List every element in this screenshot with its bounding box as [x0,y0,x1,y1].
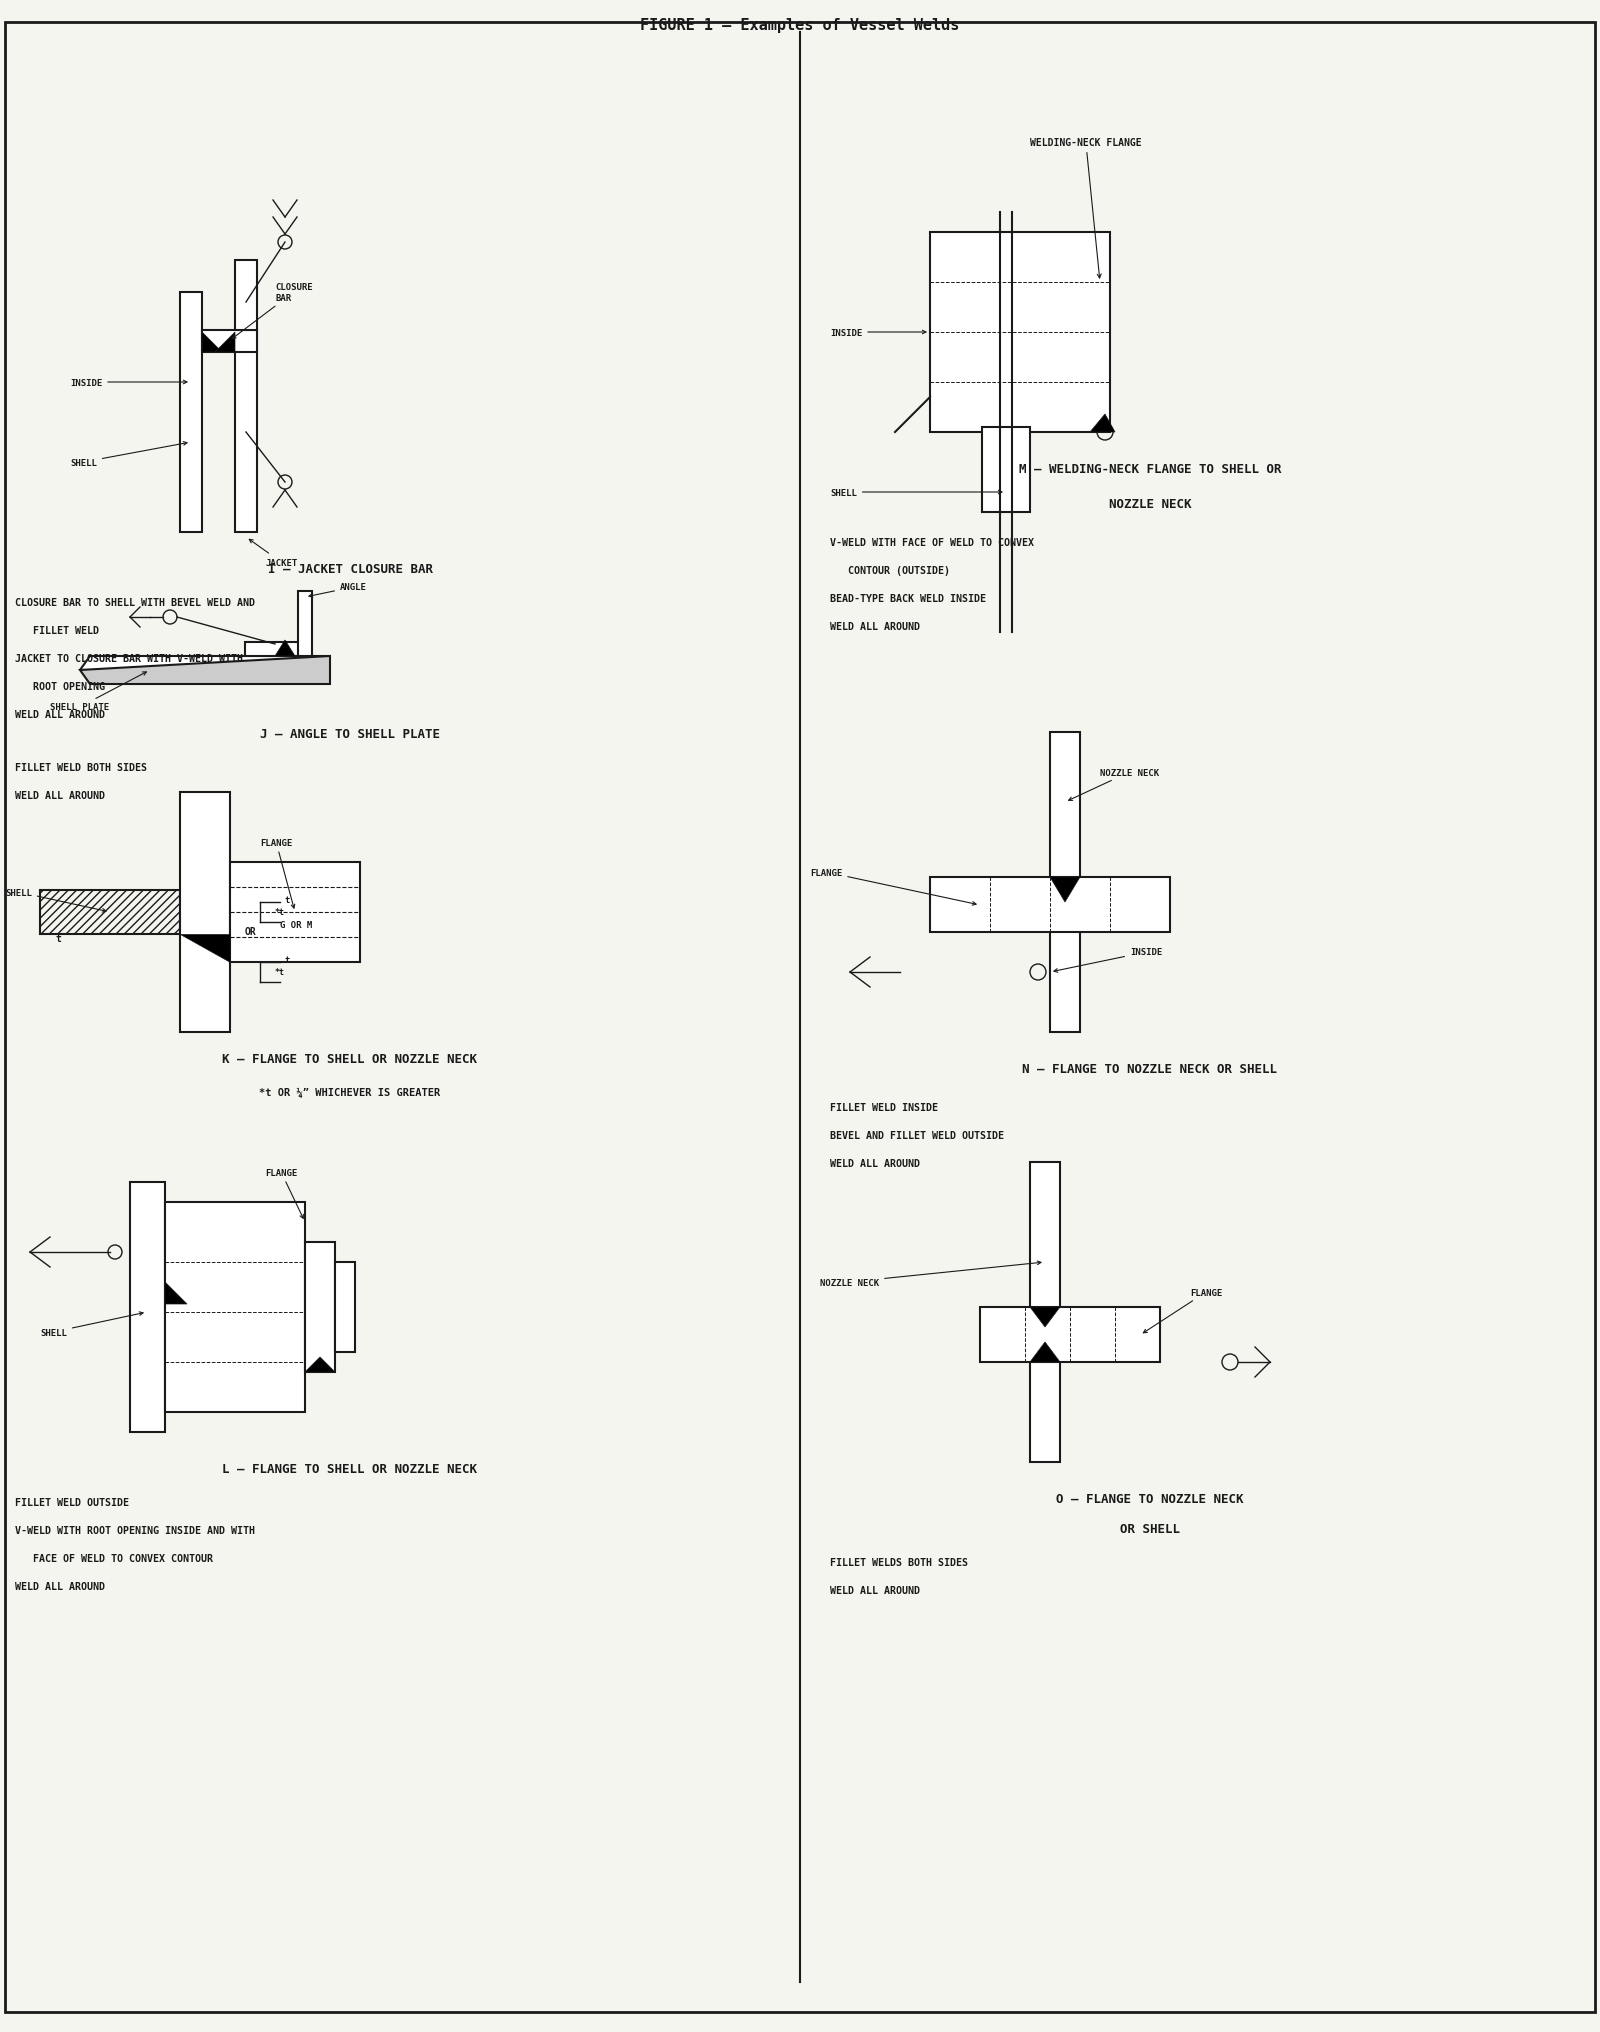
Text: WELD ALL AROUND: WELD ALL AROUND [830,622,920,632]
Text: FILLET WELD INSIDE: FILLET WELD INSIDE [830,1103,938,1112]
Bar [979,1307,1160,1361]
Text: FLANGE: FLANGE [259,837,294,908]
Text: t: t [54,933,61,943]
Bar [930,878,1170,933]
Text: BEAD-TYPE BACK WELD INSIDE: BEAD-TYPE BACK WELD INSIDE [830,593,986,604]
Text: SHELL: SHELL [830,488,1002,498]
Polygon shape [80,656,330,671]
Text: ROOT OPENING: ROOT OPENING [14,681,106,691]
Text: FLANGE: FLANGE [810,868,976,906]
Text: OR: OR [245,927,256,937]
Text: O – FLANGE TO NOZZLE NECK: O – FLANGE TO NOZZLE NECK [1056,1491,1243,1506]
Polygon shape [179,935,230,963]
Text: *t OR ¼” WHICHEVER IS GREATER: *t OR ¼” WHICHEVER IS GREATER [259,1087,440,1097]
Text: BEVEL AND FILLET WELD OUTSIDE: BEVEL AND FILLET WELD OUTSIDE [830,1130,1005,1140]
Text: *t: *t [275,908,285,916]
Bar [235,260,258,331]
Text: FIGURE 1 – Examples of Vessel Welds: FIGURE 1 – Examples of Vessel Welds [640,18,960,33]
Text: V-WELD WITH ROOT OPENING INSIDE AND WITH: V-WELD WITH ROOT OPENING INSIDE AND WITH [14,1526,254,1536]
Text: NOZZLE NECK: NOZZLE NECK [821,1262,1042,1286]
Text: I – JACKET CLOSURE BAR: I – JACKET CLOSURE BAR [267,563,432,575]
Text: FLANGE: FLANGE [1144,1288,1222,1333]
Text: SHELL: SHELL [5,888,106,912]
Text: JACKET TO CLOSURE BAR WITH V-WELD WITH: JACKET TO CLOSURE BAR WITH V-WELD WITH [14,654,243,664]
Polygon shape [80,656,330,685]
Text: FILLET WELD: FILLET WELD [14,626,99,636]
Text: WELD ALL AROUND: WELD ALL AROUND [14,709,106,719]
Bar [1050,734,1080,1032]
Text: INSIDE: INSIDE [70,378,187,388]
Text: WELDING-NECK FLANGE: WELDING-NECK FLANGE [1030,138,1142,278]
Polygon shape [165,1282,187,1305]
Bar [930,234,1110,433]
Text: CLOSURE BAR TO SHELL WITH BEVEL WELD AND: CLOSURE BAR TO SHELL WITH BEVEL WELD AND [14,597,254,608]
Text: NOZZLE NECK: NOZZLE NECK [1069,768,1158,801]
Polygon shape [214,333,235,354]
Text: ANGLE: ANGLE [309,583,366,597]
Bar [1030,1162,1059,1463]
Bar [130,1183,165,1433]
Text: V-WELD WITH FACE OF WELD TO CONVEX: V-WELD WITH FACE OF WELD TO CONVEX [830,538,1034,549]
Polygon shape [1090,415,1115,433]
Bar [202,331,258,354]
Bar [179,792,230,1032]
Bar [165,1203,306,1412]
Text: CLOSURE
BAR: CLOSURE BAR [232,282,312,339]
Text: CONTOUR (OUTSIDE): CONTOUR (OUTSIDE) [830,565,950,575]
Text: OR SHELL: OR SHELL [1120,1522,1181,1536]
Text: NOZZLE NECK: NOZZLE NECK [1109,498,1192,510]
Text: K – FLANGE TO SHELL OR NOZZLE NECK: K – FLANGE TO SHELL OR NOZZLE NECK [222,1053,477,1065]
Bar [179,293,202,532]
Polygon shape [1030,1343,1061,1361]
Text: FILLET WELD OUTSIDE: FILLET WELD OUTSIDE [14,1498,130,1508]
Text: FILLET WELD BOTH SIDES: FILLET WELD BOTH SIDES [14,762,147,772]
Polygon shape [1050,878,1080,902]
Text: WELD ALL AROUND: WELD ALL AROUND [14,790,106,801]
Text: M – WELDING-NECK FLANGE TO SHELL OR: M – WELDING-NECK FLANGE TO SHELL OR [1019,463,1282,475]
Text: FACE OF WELD TO CONVEX CONTOUR: FACE OF WELD TO CONVEX CONTOUR [14,1552,213,1563]
Text: WELD ALL AROUND: WELD ALL AROUND [14,1581,106,1591]
Bar [40,890,179,935]
Text: INSIDE: INSIDE [830,329,926,337]
Polygon shape [202,333,222,354]
Bar [982,429,1030,512]
Text: L – FLANGE TO SHELL OR NOZZLE NECK: L – FLANGE TO SHELL OR NOZZLE NECK [222,1463,477,1475]
Text: WELD ALL AROUND: WELD ALL AROUND [830,1158,920,1168]
Bar [298,591,312,656]
Text: G OR M: G OR M [280,920,312,929]
Text: FLANGE: FLANGE [266,1168,304,1219]
Text: INSIDE: INSIDE [1054,949,1162,973]
Polygon shape [306,1357,334,1372]
Bar [334,1262,355,1353]
Bar [230,862,360,963]
Text: t: t [285,955,290,965]
Text: N – FLANGE TO NOZZLE NECK OR SHELL: N – FLANGE TO NOZZLE NECK OR SHELL [1022,1063,1277,1075]
Text: J – ANGLE TO SHELL PLATE: J – ANGLE TO SHELL PLATE [259,727,440,740]
Bar [245,642,301,656]
Text: WELD ALL AROUND: WELD ALL AROUND [830,1585,920,1595]
Text: t: t [285,896,290,904]
Text: *t: *t [275,967,285,977]
Bar [306,1242,334,1372]
Text: FILLET WELDS BOTH SIDES: FILLET WELDS BOTH SIDES [830,1557,968,1567]
Text: SHELL: SHELL [70,443,187,467]
Polygon shape [1030,1307,1061,1327]
Text: SHELL: SHELL [40,1313,142,1337]
Text: SHELL PLATE: SHELL PLATE [50,673,147,711]
Bar [235,333,258,532]
Text: JACKET: JACKET [250,541,298,567]
Polygon shape [275,640,294,656]
